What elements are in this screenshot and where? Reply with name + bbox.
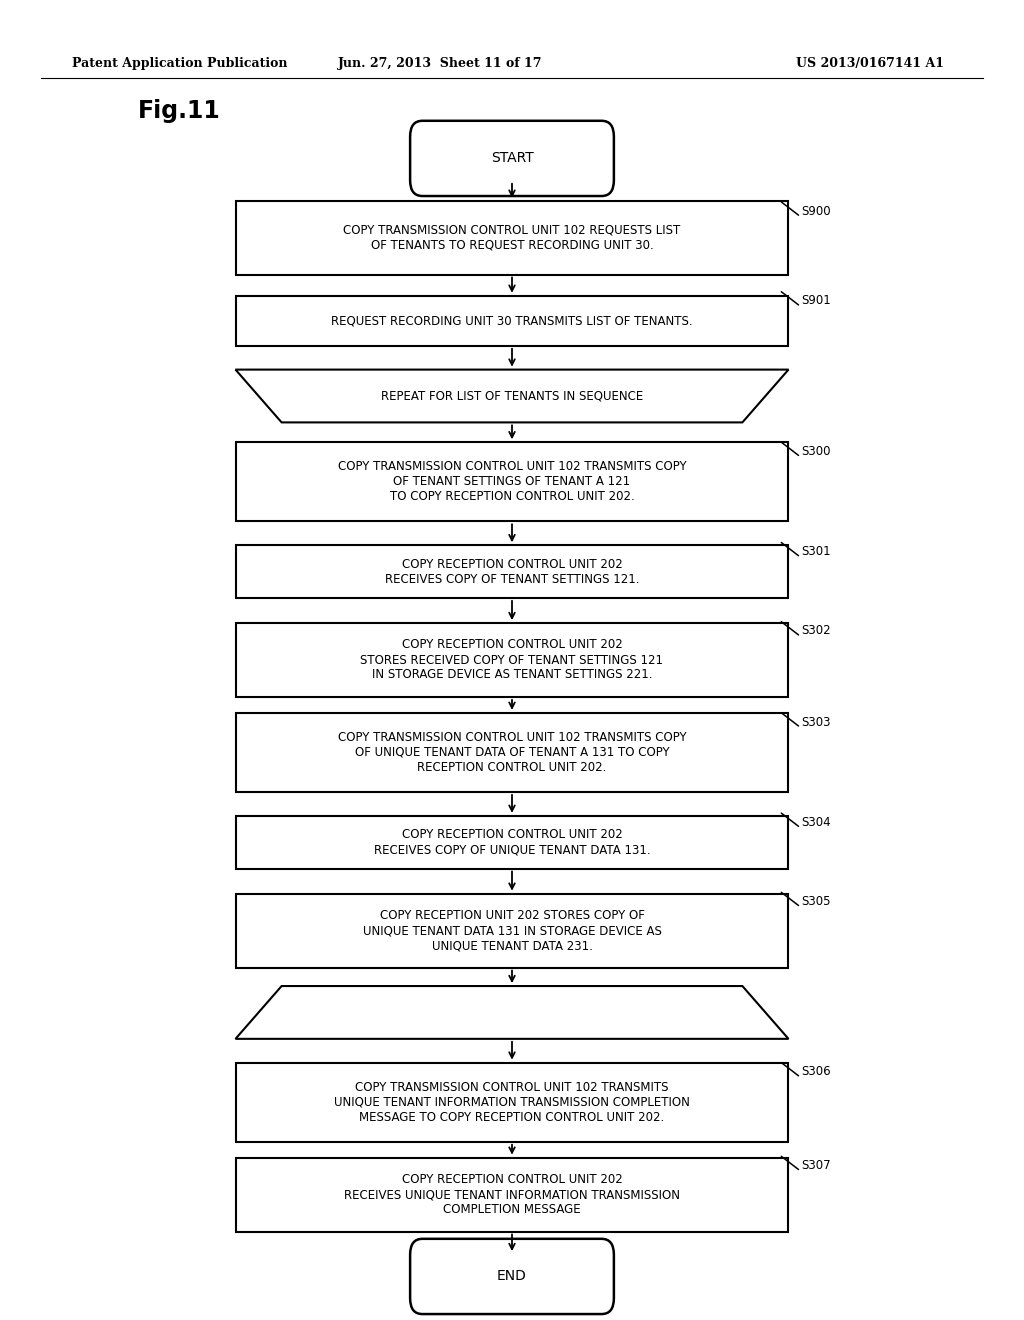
Text: Jun. 27, 2013  Sheet 11 of 17: Jun. 27, 2013 Sheet 11 of 17 <box>338 57 543 70</box>
Bar <box>236 894 788 968</box>
Text: Fig.11: Fig.11 <box>138 99 221 123</box>
Text: US 2013/0167141 A1: US 2013/0167141 A1 <box>797 57 944 70</box>
Text: COPY RECEPTION UNIT 202 STORES COPY OF
UNIQUE TENANT DATA 131 IN STORAGE DEVICE : COPY RECEPTION UNIT 202 STORES COPY OF U… <box>362 909 662 952</box>
Bar <box>236 201 788 275</box>
Text: S304: S304 <box>801 816 830 829</box>
Text: S301: S301 <box>801 545 830 558</box>
Text: COPY RECEPTION CONTROL UNIT 202
RECEIVES COPY OF TENANT SETTINGS 121.: COPY RECEPTION CONTROL UNIT 202 RECEIVES… <box>385 557 639 586</box>
Text: COPY TRANSMISSION CONTROL UNIT 102 TRANSMITS COPY
OF UNIQUE TENANT DATA OF TENAN: COPY TRANSMISSION CONTROL UNIT 102 TRANS… <box>338 731 686 774</box>
Text: S300: S300 <box>801 445 830 458</box>
Bar <box>236 545 788 598</box>
Text: COPY TRANSMISSION CONTROL UNIT 102 TRANSMITS
UNIQUE TENANT INFORMATION TRANSMISS: COPY TRANSMISSION CONTROL UNIT 102 TRANS… <box>334 1081 690 1123</box>
Text: S901: S901 <box>801 294 830 308</box>
Bar <box>236 1063 788 1142</box>
Polygon shape <box>236 986 788 1039</box>
Text: COPY TRANSMISSION CONTROL UNIT 102 TRANSMITS COPY
OF TENANT SETTINGS OF TENANT A: COPY TRANSMISSION CONTROL UNIT 102 TRANS… <box>338 461 686 503</box>
Text: S303: S303 <box>801 715 830 729</box>
FancyBboxPatch shape <box>410 1238 613 1315</box>
Text: START: START <box>490 152 534 165</box>
Bar <box>236 296 788 346</box>
Bar <box>236 623 788 697</box>
Text: S307: S307 <box>801 1159 830 1172</box>
Text: REQUEST RECORDING UNIT 30 TRANSMITS LIST OF TENANTS.: REQUEST RECORDING UNIT 30 TRANSMITS LIST… <box>331 314 693 327</box>
Bar <box>236 1158 788 1232</box>
Text: S305: S305 <box>801 895 830 908</box>
Text: REPEAT FOR LIST OF TENANTS IN SEQUENCE: REPEAT FOR LIST OF TENANTS IN SEQUENCE <box>381 389 643 403</box>
FancyBboxPatch shape <box>410 121 613 195</box>
Text: COPY RECEPTION CONTROL UNIT 202
RECEIVES COPY OF UNIQUE TENANT DATA 131.: COPY RECEPTION CONTROL UNIT 202 RECEIVES… <box>374 828 650 857</box>
Text: S306: S306 <box>801 1065 830 1078</box>
Text: END: END <box>497 1270 527 1283</box>
Bar <box>236 816 788 869</box>
Text: S900: S900 <box>801 205 830 218</box>
Bar <box>236 442 788 521</box>
Bar <box>236 713 788 792</box>
Text: COPY TRANSMISSION CONTROL UNIT 102 REQUESTS LIST
OF TENANTS TO REQUEST RECORDING: COPY TRANSMISSION CONTROL UNIT 102 REQUE… <box>343 223 681 252</box>
Text: S302: S302 <box>801 624 830 638</box>
Text: COPY RECEPTION CONTROL UNIT 202
RECEIVES UNIQUE TENANT INFORMATION TRANSMISSION
: COPY RECEPTION CONTROL UNIT 202 RECEIVES… <box>344 1173 680 1216</box>
Text: COPY RECEPTION CONTROL UNIT 202
STORES RECEIVED COPY OF TENANT SETTINGS 121
IN S: COPY RECEPTION CONTROL UNIT 202 STORES R… <box>360 639 664 681</box>
Polygon shape <box>236 370 788 422</box>
Text: Patent Application Publication: Patent Application Publication <box>72 57 287 70</box>
